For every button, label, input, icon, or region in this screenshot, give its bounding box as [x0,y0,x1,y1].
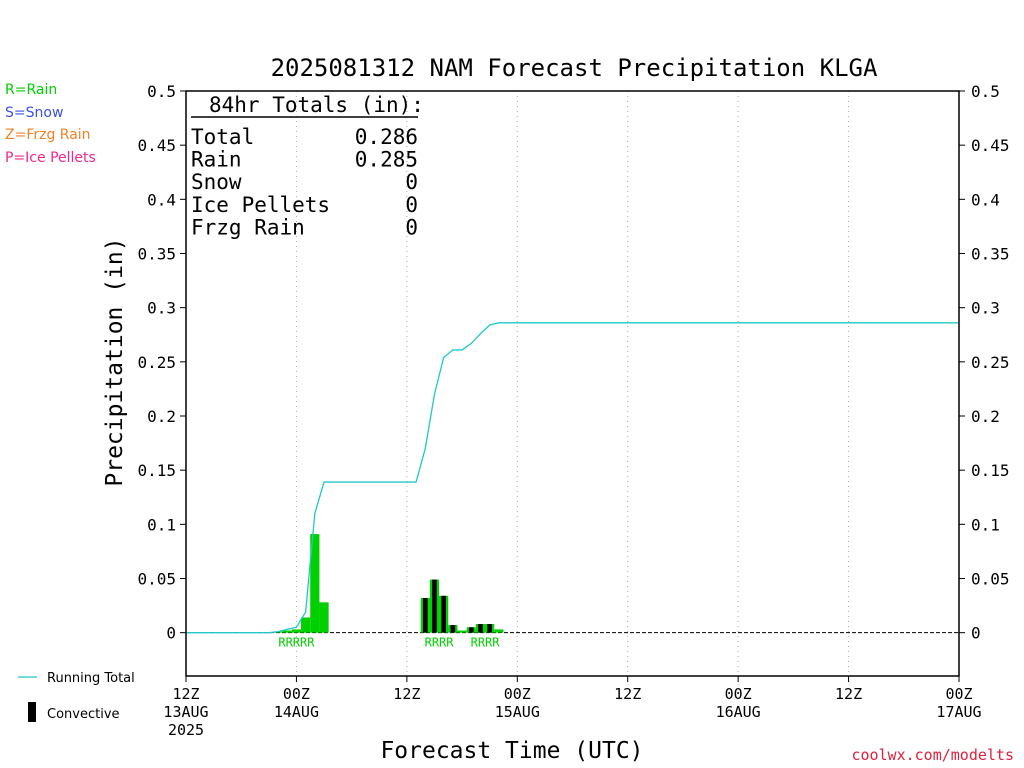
totals-row-label: Total [191,125,254,149]
x-tick-label: 00Z [725,685,752,703]
x-tick-label: 2025 [168,721,204,739]
y-tick-label-right: 0.1 [971,515,1000,534]
x-tick-label: 15AUG [495,703,540,721]
type-legend-rain: R=Rain [5,82,58,98]
x-tick-label: 00Z [504,685,531,703]
y-tick-label-right: 0.5 [971,82,1000,101]
y-tick-label-right: 0.2 [971,407,1000,426]
x-axis-label: Forecast Time (UTC) [380,738,643,764]
precip-bar [319,602,329,633]
x-tick-label: 12Z [614,685,641,703]
y-tick-label-right: 0.4 [971,190,1000,209]
precip-type-marker: RRRR [425,636,455,650]
precip-bar [301,617,311,633]
x-tick-label: 12Z [393,685,420,703]
precip-type-marker: RRRRR [278,636,315,650]
y-tick-label-right: 0.45 [971,136,1010,155]
y-tick-label-left: 0.5 [147,82,176,101]
precip-bar [457,630,467,633]
x-tick-label: 16AUG [716,703,761,721]
y-tick-label-left: 0.25 [137,353,176,372]
plot-frame [185,90,960,677]
x-tick-label: 00Z [283,685,310,703]
y-tick-label-left: 0.35 [137,245,176,264]
y-tick-label-right: 0.25 [971,353,1010,372]
x-tick-label: 00Z [945,685,972,703]
y-tick-label-left: 0 [166,624,176,643]
type-legend-snow: S=Snow [5,105,64,121]
totals-row-label: Rain [191,148,242,172]
y-tick-label-left: 0.2 [147,407,176,426]
totals-title: 84hr Totals (in): [209,93,424,117]
convective-bar [487,624,492,633]
y-tick-label-right: 0.35 [971,245,1010,264]
convective-bar [450,625,456,633]
y-tick-label-left: 0.05 [137,570,176,589]
precip-type-marker: RRRR [471,636,501,650]
running-total-line [186,322,959,634]
y-tick-label-left: 0.1 [147,515,176,534]
x-tick-label: 13AUG [163,703,208,721]
totals-row-value: 0.285 [355,148,418,172]
y-tick-label-left: 0.3 [147,299,176,318]
running-total-legend-label: Running Total [47,671,135,686]
convective-bar [468,627,474,633]
y-tick-label-right: 0.15 [971,461,1010,480]
y-axis-label: Precipitation (in) [102,237,128,486]
y-tick-label-right: 0.05 [971,570,1010,589]
type-legend-frzg-rain: Z=Frzg Rain [5,127,91,143]
totals-row-value: 0 [405,215,418,239]
convective-bar [422,598,428,633]
totals-row-label: Frzg Rain [191,215,305,239]
precip-bar [282,630,292,633]
y-tick-label-right: 0.3 [971,299,1000,318]
y-tick-label-right: 0 [971,624,981,643]
chart-title: 2025081312 NAM Forecast Precipitation KL… [271,54,878,82]
precip-bar [494,629,504,633]
totals-row-value: 0 [405,193,418,217]
convective-bar [441,595,446,633]
y-tick-label-left: 0.4 [147,190,176,209]
y-tick-label-left: 0.15 [137,461,176,480]
x-tick-label: 12Z [172,685,199,703]
watermark: coolwx.com/modelts [851,746,1014,764]
convective-legend-label: Convective [47,707,120,722]
y-tick-label-left: 0.45 [137,136,176,155]
totals-row-label: Snow [191,170,242,194]
x-tick-label: 12Z [835,685,862,703]
type-legend-ice-pellets: P=Ice Pellets [5,150,96,166]
x-tick-label: 17AUG [936,703,981,721]
x-tick-label: 14AUG [274,703,319,721]
convective-legend-swatch [28,702,36,722]
convective-bar [432,579,437,633]
totals-row-value: 0 [405,170,418,194]
precip-bar [291,629,302,633]
totals-row-value: 0.286 [355,125,418,149]
totals-row-label: Ice Pellets [191,193,330,217]
precip-bar [310,534,320,633]
convective-bar [478,624,483,633]
